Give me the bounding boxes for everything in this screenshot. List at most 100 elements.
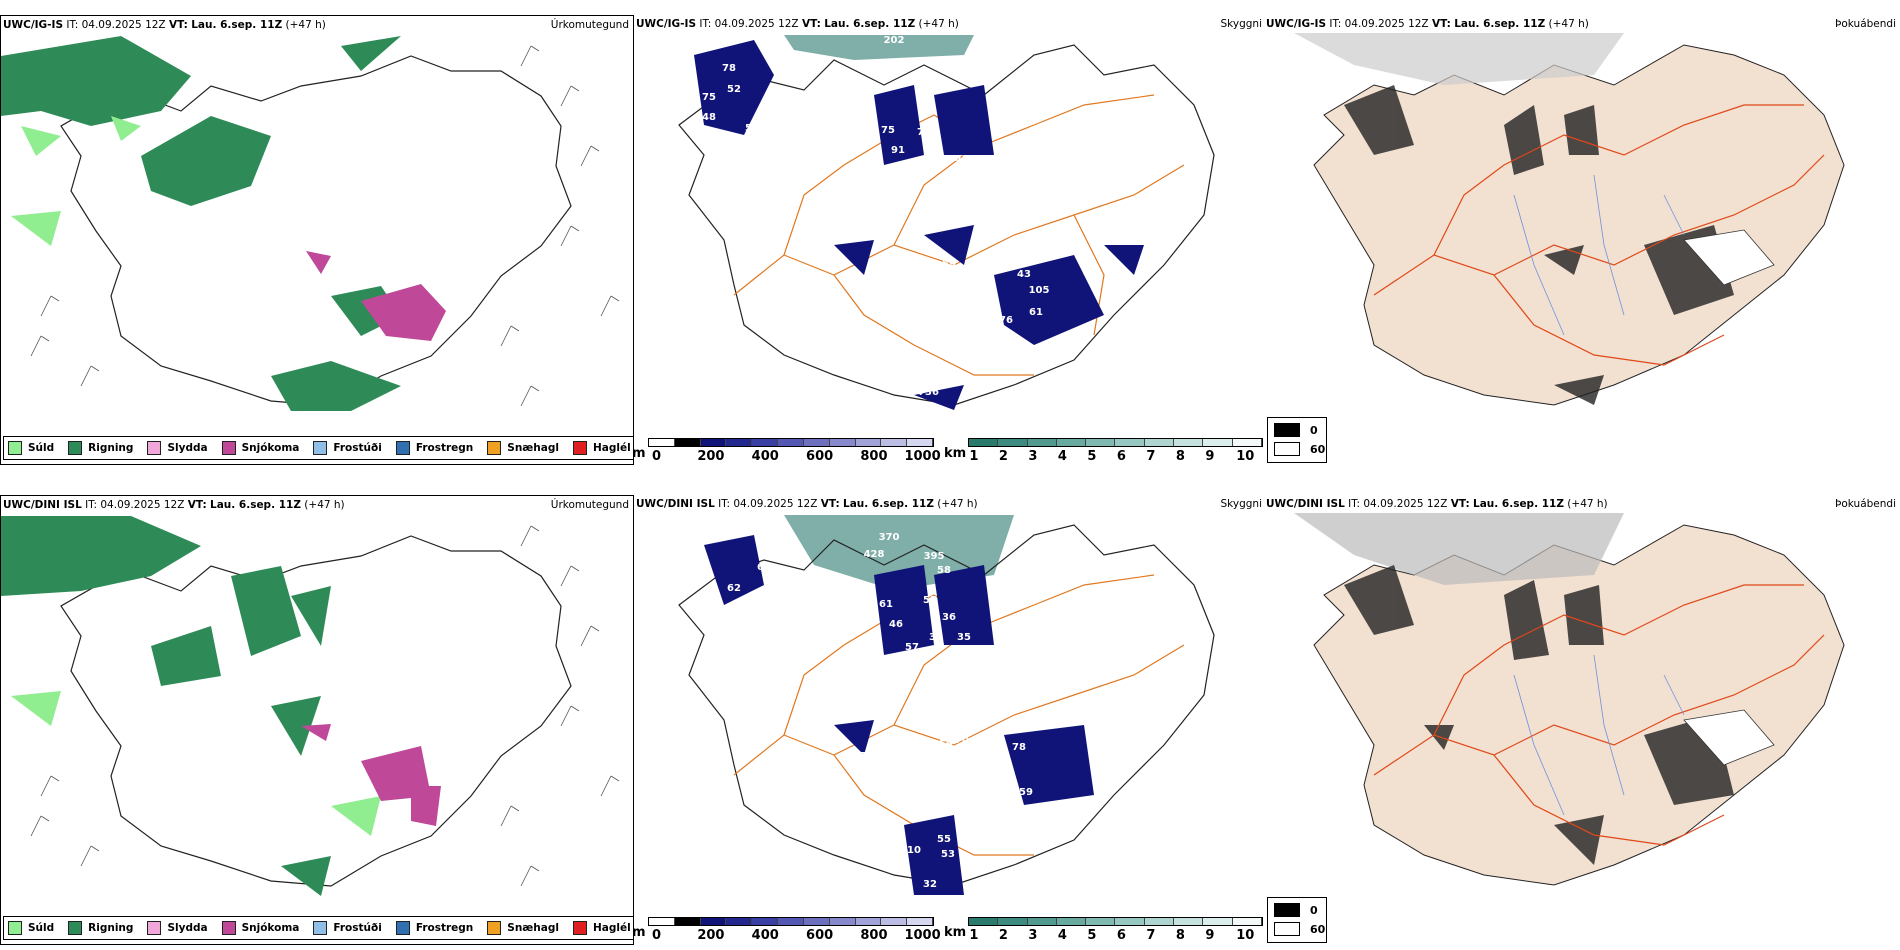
precip-header-2: UWC/DINI ISL IT: 04.09.2025 12Z VT: Lau.… [3, 499, 345, 511]
precip-map-2 [1, 516, 620, 896]
cbar-cell [855, 918, 882, 925]
vt-value: Lau. 6.sep. 11Z [843, 498, 934, 510]
cbar-cell [649, 439, 675, 446]
cbar-cell [1115, 918, 1145, 925]
legend-swatch [8, 441, 22, 455]
cbar-tick: 600 [806, 449, 834, 464]
fog-map-2 [1294, 513, 1845, 886]
legend-item: Slydda [147, 921, 208, 935]
it-value: 04.09.2025 12Z [1344, 18, 1429, 30]
cloud-label: 72 [917, 127, 931, 138]
cloudbase-bar [648, 438, 934, 447]
cbar-cell [726, 918, 753, 925]
precip-legend-1: Súld Rigning Slydda Snjókoma Frostúði Fr… [3, 436, 633, 460]
snow-areas [301, 724, 441, 826]
legend-item: Haglél [572, 441, 631, 455]
glacier-white [1683, 709, 1775, 766]
fog-shade [1294, 513, 1624, 585]
cloudbase-colorbar-2: m 0 200 400 600 800 1000 [632, 917, 941, 943]
cbar-cell [1232, 918, 1262, 925]
cbar-cell [674, 439, 701, 446]
cbar-tick: 6 [1116, 449, 1126, 464]
legend-swatch [8, 921, 22, 935]
cloud-label: 53 [941, 849, 955, 860]
cbar-tick: 200 [697, 449, 725, 464]
cloud-label: 103 [821, 225, 842, 236]
lead-time: (+47 h) [304, 499, 345, 511]
cbar-cell [1086, 918, 1116, 925]
cloud-label: 15 [782, 162, 796, 173]
it-value: 04.09.2025 12Z [81, 19, 166, 31]
cloud-label: 36 [925, 387, 939, 398]
cloud-title-2: Skyggni [1220, 498, 1263, 510]
cloud-label: 48 [702, 112, 716, 123]
cbar-tick: 800 [860, 928, 888, 943]
cbar-cell [1144, 918, 1175, 925]
cbar-cell [1203, 439, 1233, 446]
legend-label: Slydda [167, 442, 208, 454]
cbar-cell [1144, 439, 1175, 446]
cbar-cell [778, 439, 804, 446]
cbar-tick: 1000 [904, 928, 941, 943]
cloud-header-1: UWC/IG-IS IT: 04.09.2025 12Z VT: Lau. 6.… [636, 18, 959, 30]
legend-label: Snæhagl [507, 442, 559, 454]
cloud-label: 65 [772, 542, 786, 553]
cbar-unit: km [944, 925, 967, 940]
cloudbase-colorbar-1: m 0 200 400 600 800 1000 [632, 438, 941, 464]
vt-value: Lau. 6.sep. 11Z [1473, 498, 1564, 510]
cbar-cell [1056, 439, 1087, 446]
vt-value: Lau. 6.sep. 11Z [210, 499, 301, 511]
cloud-label: 32 [923, 879, 937, 890]
legend-swatch [221, 921, 236, 935]
cloud-map-2: 370 428 395 65 63 62 65 58 61 46 55 36 3… [678, 515, 1215, 895]
fog-legend-label: 60 [1310, 922, 1326, 936]
cbar-tick: 200 [697, 928, 725, 943]
fog-legend-label: 60 [1310, 442, 1326, 456]
cloud-base-areas [704, 535, 1094, 895]
cloud-label: 62 [993, 785, 1007, 796]
cbar-ticks: 0 200 400 600 800 1000 [648, 447, 941, 464]
precip-legend-2: Súld Rigning Slydda Snjókoma Frostúði Fr… [3, 916, 633, 940]
cloud-label: 55 [923, 595, 937, 606]
precip-header-1: UWC/IG-IS IT: 04.09.2025 12Z VT: Lau. 6.… [3, 19, 326, 31]
cloud-base-labels: 202 78 52 75 48 50 38 72 75 91 42 15 103… [702, 35, 1131, 398]
cbar-tick: 3 [1028, 928, 1038, 943]
cbar-tick: 8 [1175, 928, 1185, 943]
cbar-cell [881, 439, 908, 446]
rain-areas [1, 516, 331, 896]
precip-title-1: Úrkomutegund [550, 19, 629, 31]
vt-label: VT: [1450, 498, 1470, 510]
legend-swatch [487, 441, 502, 455]
it-label: IT: [66, 19, 79, 31]
legend-item: Frostúði [313, 921, 382, 935]
cloud-label: 55 [937, 834, 951, 845]
legend-item: Snæhagl [487, 921, 559, 935]
cloud-title-1: Skyggni [1220, 18, 1263, 30]
cbar-cell [726, 439, 753, 446]
legend-item: Rigning [68, 441, 133, 455]
cbar-cell [752, 439, 779, 446]
it-value: 04.09.2025 12Z [100, 499, 185, 511]
cloud-label: 31 [911, 807, 925, 818]
cloud-label: 57 [905, 642, 919, 653]
legend-item: Snjókoma [221, 441, 299, 455]
cloud-label: 38 [721, 140, 735, 151]
cloud-label: 105 [1029, 285, 1050, 296]
fog-legend-swatch [1274, 423, 1300, 437]
cloud-label: 77 [923, 759, 937, 770]
visibility-colorbar-1: km 1 2 3 4 5 6 7 8 9 10 [944, 438, 1263, 464]
drizzle-areas [11, 116, 141, 246]
legend-label: Snjókoma [241, 922, 300, 934]
fog-map-1 [1294, 33, 1845, 406]
cbar-cell [969, 439, 999, 446]
lead-time: (+47 h) [918, 18, 959, 30]
glacier-white [1683, 229, 1775, 286]
cloud-base-labels: 370 428 395 65 63 62 65 58 61 46 55 36 3… [727, 532, 1127, 890]
cloud-panel-2: 370 428 395 65 63 62 65 58 61 46 55 36 3… [634, 495, 1262, 943]
legend-label: Frostregn [415, 922, 474, 934]
legend-item: Súld [8, 921, 54, 935]
legend-label: Frostregn [415, 442, 474, 454]
vt-label: VT: [1431, 18, 1451, 30]
cloud-label: 49 [949, 657, 963, 668]
cbar-tick: 1 [969, 928, 979, 943]
